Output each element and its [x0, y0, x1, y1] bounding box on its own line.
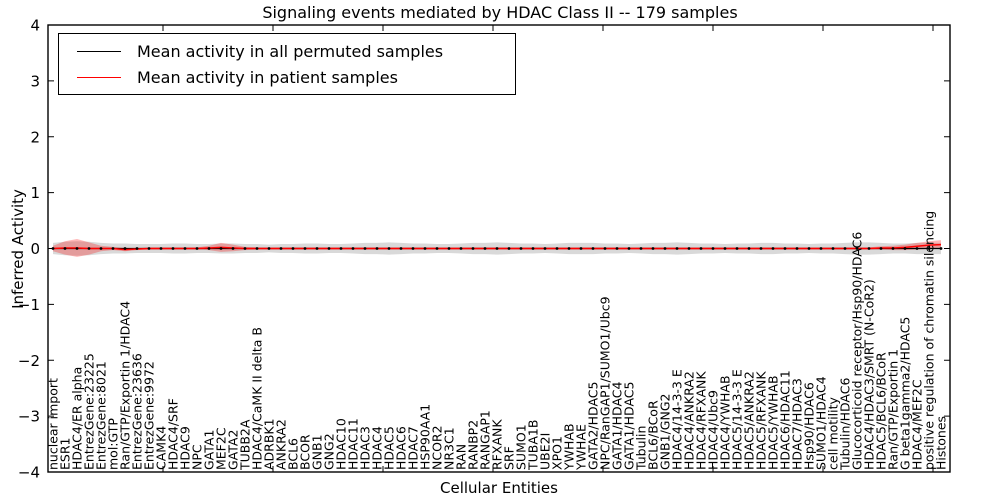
y-tick-label: 1: [30, 184, 40, 202]
x-tick-label: HDAC6: [394, 426, 409, 470]
x-tick-label: HDAC6/HDAC11: [778, 370, 793, 470]
x-tick-label: Hsp90/HDAC6: [802, 382, 817, 470]
x-tick-label: HDAC4/Ubc9: [706, 390, 721, 470]
y-tick-label: 4: [30, 17, 40, 35]
x-tick-label: Ran/GTP/Exportin 1/HDAC4: [118, 301, 133, 470]
x-tick-label: NR3C1: [442, 427, 457, 470]
x-tick-label: HDAC5/BCL6/BCoR: [874, 352, 889, 470]
x-tick-label: BCL6/BCoR: [646, 400, 661, 470]
x-tick-label: BCOR: [298, 434, 313, 470]
x-tick-label: Histones: [934, 416, 949, 470]
x-tick-label: SRF: [502, 446, 517, 470]
x-tick-label: Tubulin/HDAC6: [838, 378, 853, 471]
x-tick-label: HDAC7/HDAC3: [790, 378, 805, 470]
x-tick-label: HDAC9: [178, 426, 193, 470]
x-tick-label: RAN: [454, 444, 469, 470]
x-tick-label: TUBB2A: [238, 419, 253, 471]
x-tick-label: YWHAB: [562, 423, 577, 471]
permuted-markers: [51, 247, 943, 250]
x-tick-label: CAMK4: [154, 426, 169, 470]
x-tick-label: ADRBK1: [262, 418, 277, 470]
x-tick-label: HDAC10: [334, 418, 349, 470]
x-tick-label: UBE2I: [538, 433, 553, 470]
x-tick-label: SUMO1/HDAC4: [814, 376, 829, 470]
x-tick-label: GATA1: [202, 430, 217, 470]
x-tick-label: SUMO1: [514, 424, 529, 470]
x-tick-label: HDAC4/14-3-3 E: [670, 369, 685, 470]
x-tick-label: GATA1/HDAC4: [610, 381, 625, 470]
x-tick-label: RFXANK: [490, 419, 505, 470]
x-tick-label: TUBA1B: [526, 420, 541, 471]
x-tick-label: HDAC4/RFXANK: [694, 371, 709, 470]
y-tick-label: 0: [30, 240, 40, 258]
x-tick-label: HDAC5/ANKRA2: [742, 371, 757, 470]
x-tick-label: XPO1: [550, 436, 565, 470]
x-tick-label: HDAC3: [358, 426, 373, 470]
x-tick-label: HDAC4/CaMK II delta B: [250, 327, 265, 470]
x-tick-label: Tubulin: [634, 426, 649, 471]
x-tick-label: nuclear import: [46, 378, 61, 470]
x-tick-label: HDAC4/YWHAB: [718, 375, 733, 470]
legend-row-patient: Mean activity in patient samples: [69, 64, 505, 90]
x-tick-label: EntrezGene:23636: [130, 353, 145, 470]
y-tick-label: −2: [18, 352, 40, 370]
legend-label-patient: Mean activity in patient samples: [137, 67, 398, 87]
legend: Mean activity in all permuted samples Me…: [58, 33, 516, 95]
x-tick-label: HDAC5/YWHAB: [766, 375, 781, 470]
x-tick-label: RANGAP1: [478, 410, 493, 470]
x-tick-label: HDAC5/RFXANK: [754, 371, 769, 470]
x-tick-label: HDAC4/SRF: [166, 398, 181, 470]
x-tick-label: GNG2: [322, 433, 337, 470]
x-tick-label: HDAC4/HDAC3/SMRT (N-CoR2): [862, 279, 877, 470]
x-tick-label: HDAC7: [406, 426, 421, 470]
legend-row-permuted: Mean activity in all permuted samples: [69, 38, 505, 64]
x-tick-label: RANBP2: [466, 420, 481, 470]
x-tick-label: NCOR2: [430, 425, 445, 470]
y-tick-label: 3: [30, 72, 40, 90]
y-tick-label: 2: [30, 128, 40, 146]
x-tick-label: positive regulation of chromatin silenci…: [922, 211, 937, 470]
x-tick-label: Glucocorticoid receptor/Hsp90/HDAC6: [850, 232, 865, 470]
x-tick-label: ESR1: [58, 438, 73, 470]
y-tick-label: −1: [18, 296, 40, 314]
x-tick-label: HDAC5/14-3-3 E: [730, 369, 745, 470]
x-tick-label: NPC/RanGAP1/SUMO1/Ubc9: [598, 296, 613, 470]
legend-line-permuted-icon: [77, 50, 121, 52]
chart-title: Signaling events mediated by HDAC Class …: [262, 3, 738, 22]
x-tick-label: MEF2C: [214, 427, 229, 470]
x-tick-label: GATA2: [226, 430, 241, 470]
x-tick-label: Ran/GTP/Exportin 1: [886, 349, 901, 470]
x-tick-label: HDAC4/ER alpha: [70, 367, 85, 470]
x-axis-label: Cellular Entities: [440, 479, 558, 497]
x-tick-label: HDAC5: [382, 426, 397, 470]
x-tick-label: EntrezGene:23225: [82, 353, 97, 470]
legend-line-patient-icon: [77, 76, 121, 78]
x-tick-label: HDAC11: [346, 418, 361, 470]
x-tick-label: G beta1gamma2/HDAC5: [898, 317, 913, 470]
x-tick-label: GATA2/HDAC5: [586, 382, 601, 470]
x-tick-label: GNB1: [310, 434, 325, 470]
x-tick-label: mol:GTP: [106, 418, 121, 470]
x-tick-label: HDAC4/ANKRA2: [682, 371, 697, 470]
x-tick-label: HDAC4/MEF2C: [910, 379, 925, 470]
x-tick-label: ANKRA2: [274, 419, 289, 470]
x-tick-label: GNB1/GNG2: [658, 394, 673, 470]
y-tick-labels: 4 3 2 1 0 −1 −2 −3 −4: [18, 17, 40, 482]
x-tick-label: cell motility: [826, 396, 841, 470]
y-tick-label: −3: [18, 408, 40, 426]
legend-label-permuted: Mean activity in all permuted samples: [137, 41, 444, 61]
x-tick-label: HDAC4: [370, 426, 385, 470]
axis-ticks: [48, 24, 950, 473]
x-tick-label: YWHAE: [574, 424, 589, 471]
x-tick-label: EntrezGene:9972: [142, 361, 157, 470]
y-tick-label: −4: [18, 464, 40, 482]
x-tick-label: EntrezGene:8021: [94, 361, 109, 470]
x-tick-label: BCL6: [286, 438, 301, 470]
x-tick-label: GATA1/HDAC5: [622, 382, 637, 470]
x-tick-label: NPC: [190, 444, 205, 470]
x-tick-label: HSP90AA1: [418, 404, 433, 470]
